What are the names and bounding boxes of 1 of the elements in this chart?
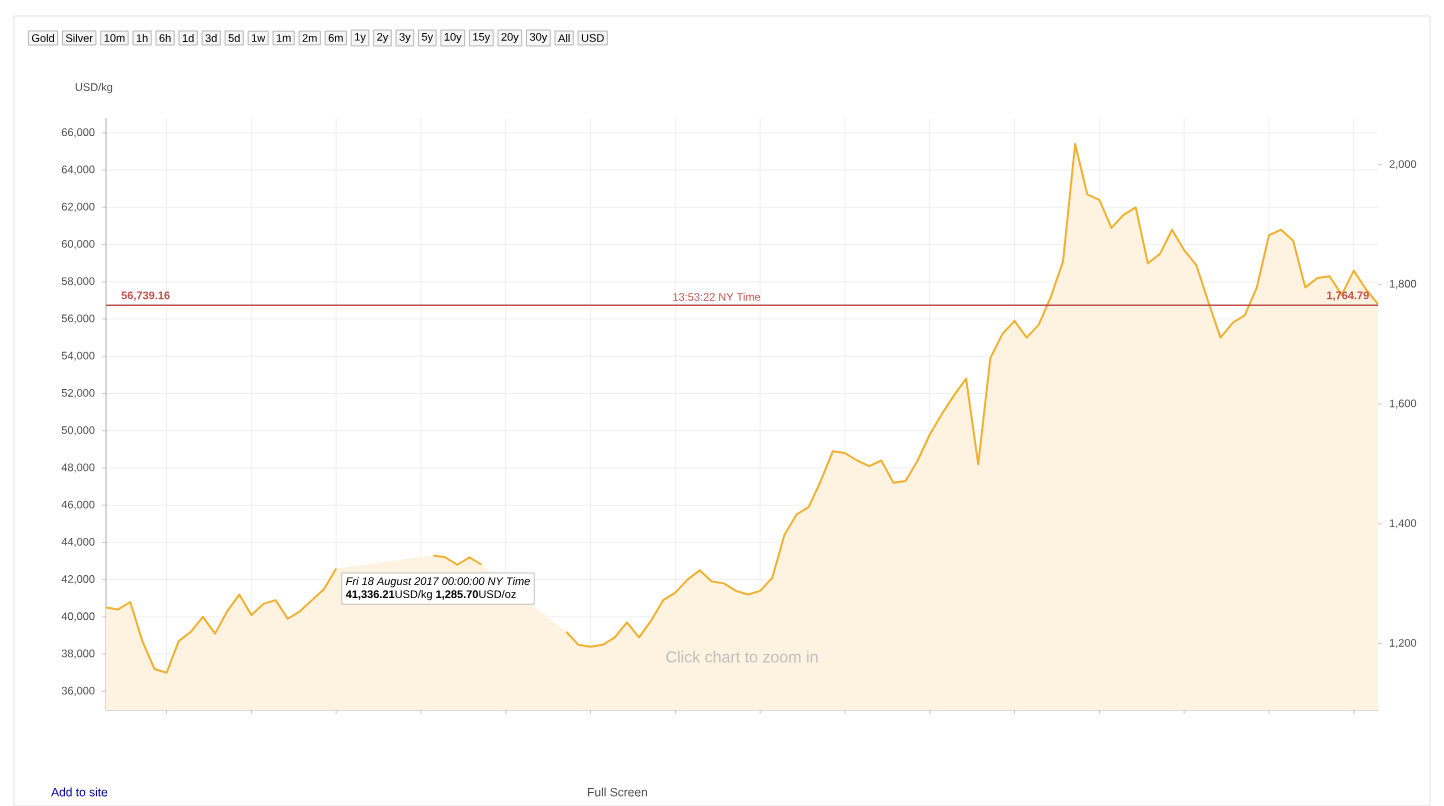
annotation: Click chart to zoom in bbox=[666, 650, 818, 663]
